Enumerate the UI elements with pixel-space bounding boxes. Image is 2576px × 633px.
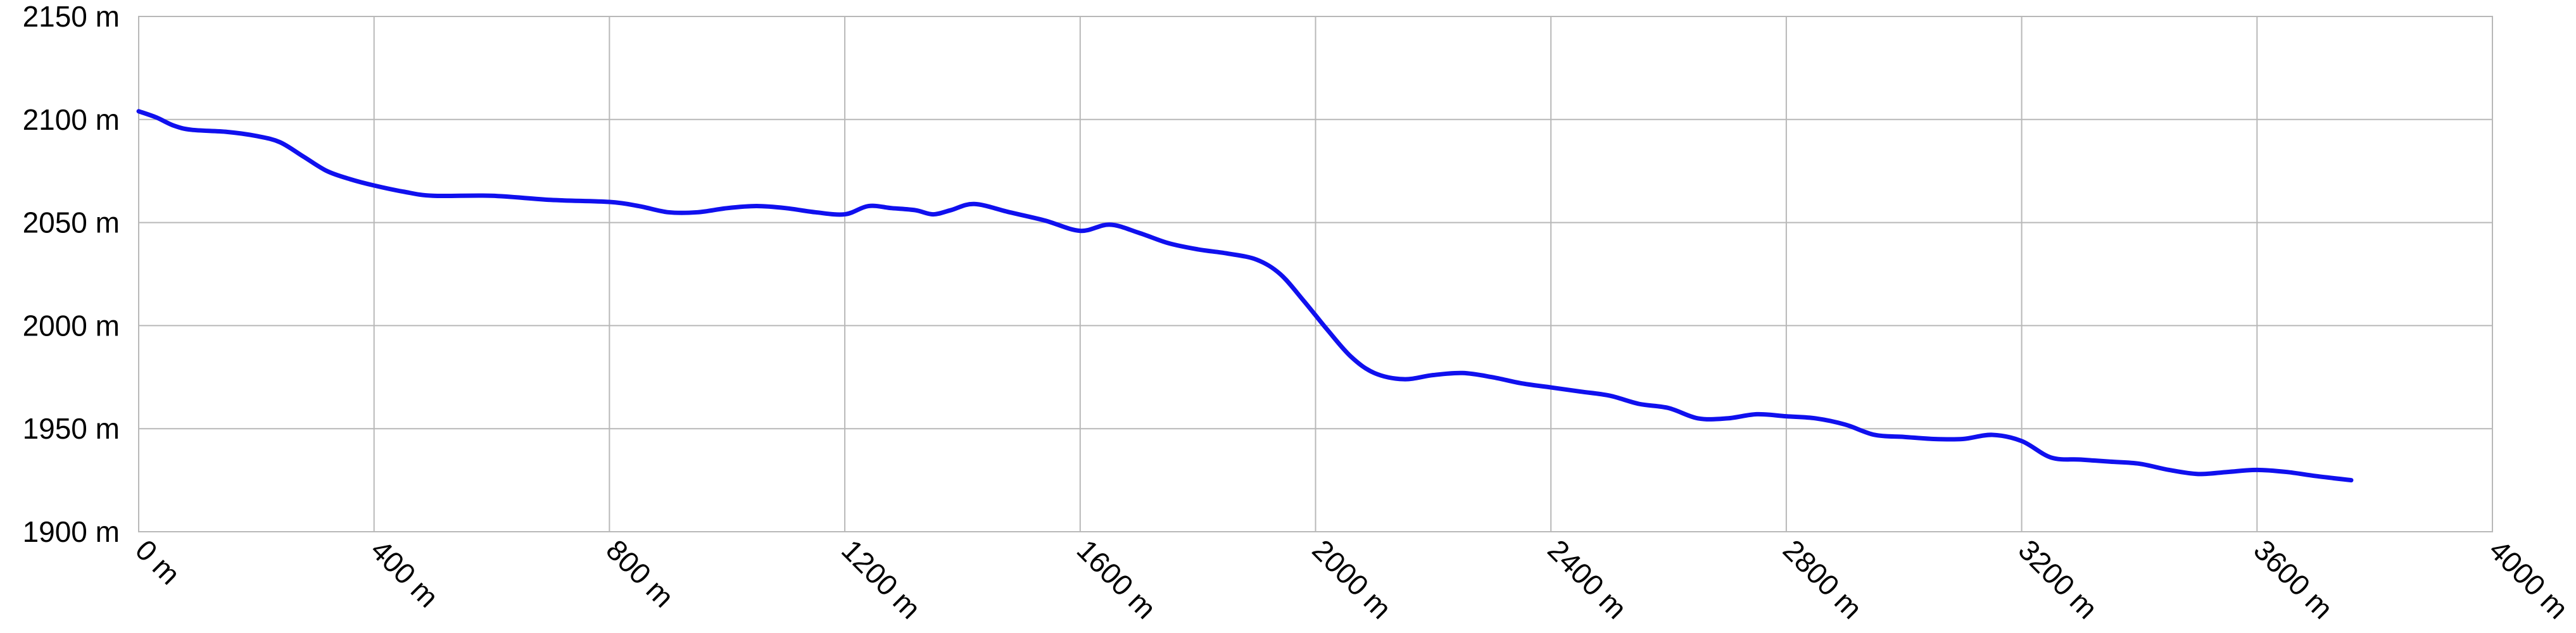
x-tick-label: 2400 m <box>1541 533 1633 625</box>
x-axis: 0 m 400 m 800 m 1200 m 1600 m 2000 m 2400 m 280… <box>129 533 2575 625</box>
y-tick-label: 2100 m <box>23 103 120 136</box>
y-axis: 1900 m 1950 m 2000 m 2050 m 2100 m 2150 m <box>23 0 120 548</box>
elevation-series-line <box>136 109 2354 483</box>
x-tick-label: 2000 m <box>1306 533 1398 625</box>
grid <box>138 16 2493 532</box>
x-tick-label: 400 m <box>365 533 445 613</box>
x-tick-label: 1600 m <box>1071 533 1163 625</box>
x-tick-label: 3600 m <box>2247 533 2339 625</box>
x-tick-label: 1200 m <box>835 533 927 625</box>
series-layer <box>136 109 2354 483</box>
y-tick-label: 2150 m <box>23 0 120 33</box>
x-tick-label: 800 m <box>600 533 680 613</box>
plot-frame <box>138 16 2493 532</box>
y-tick-label: 1950 m <box>23 412 120 445</box>
x-tick-label: 0 m <box>129 533 187 591</box>
x-tick-label: 3200 m <box>2012 533 2104 625</box>
y-tick-label: 2050 m <box>23 206 120 239</box>
y-tick-label: 2000 m <box>23 309 120 342</box>
y-tick-label: 1900 m <box>23 515 120 548</box>
x-tick-label: 2800 m <box>1777 533 1869 625</box>
x-tick-label: 4000 m <box>2483 533 2575 625</box>
